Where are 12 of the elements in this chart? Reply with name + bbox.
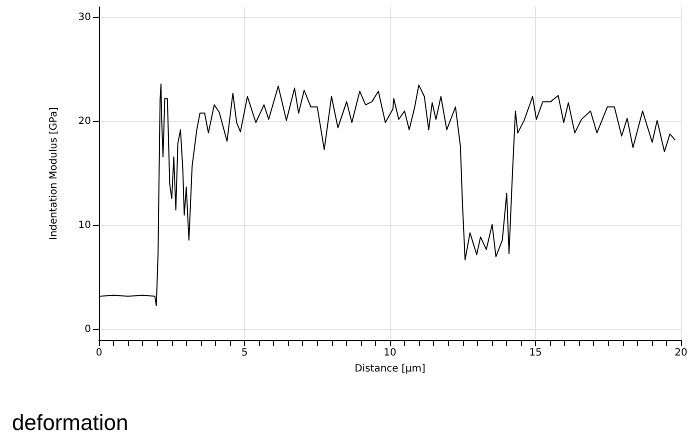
x-axis-title: Distance [µm] <box>354 364 426 374</box>
x-tick-label: 5 <box>241 348 248 358</box>
y-tick-label: 0 <box>84 324 91 336</box>
x-tick-label: 20 <box>674 348 688 358</box>
y-axis-title: Indentation Modulus [GPa] <box>48 107 60 240</box>
y-tick-label: 30 <box>78 12 91 23</box>
x-tick-label: 10 <box>384 348 396 358</box>
x-tick-label: 0 <box>96 348 102 358</box>
x-tick-label: 15 <box>529 348 542 358</box>
text: deformation <box>12 410 128 436</box>
y-tick-label: 20 <box>78 116 91 127</box>
y-tick-label: 10 <box>78 220 91 232</box>
